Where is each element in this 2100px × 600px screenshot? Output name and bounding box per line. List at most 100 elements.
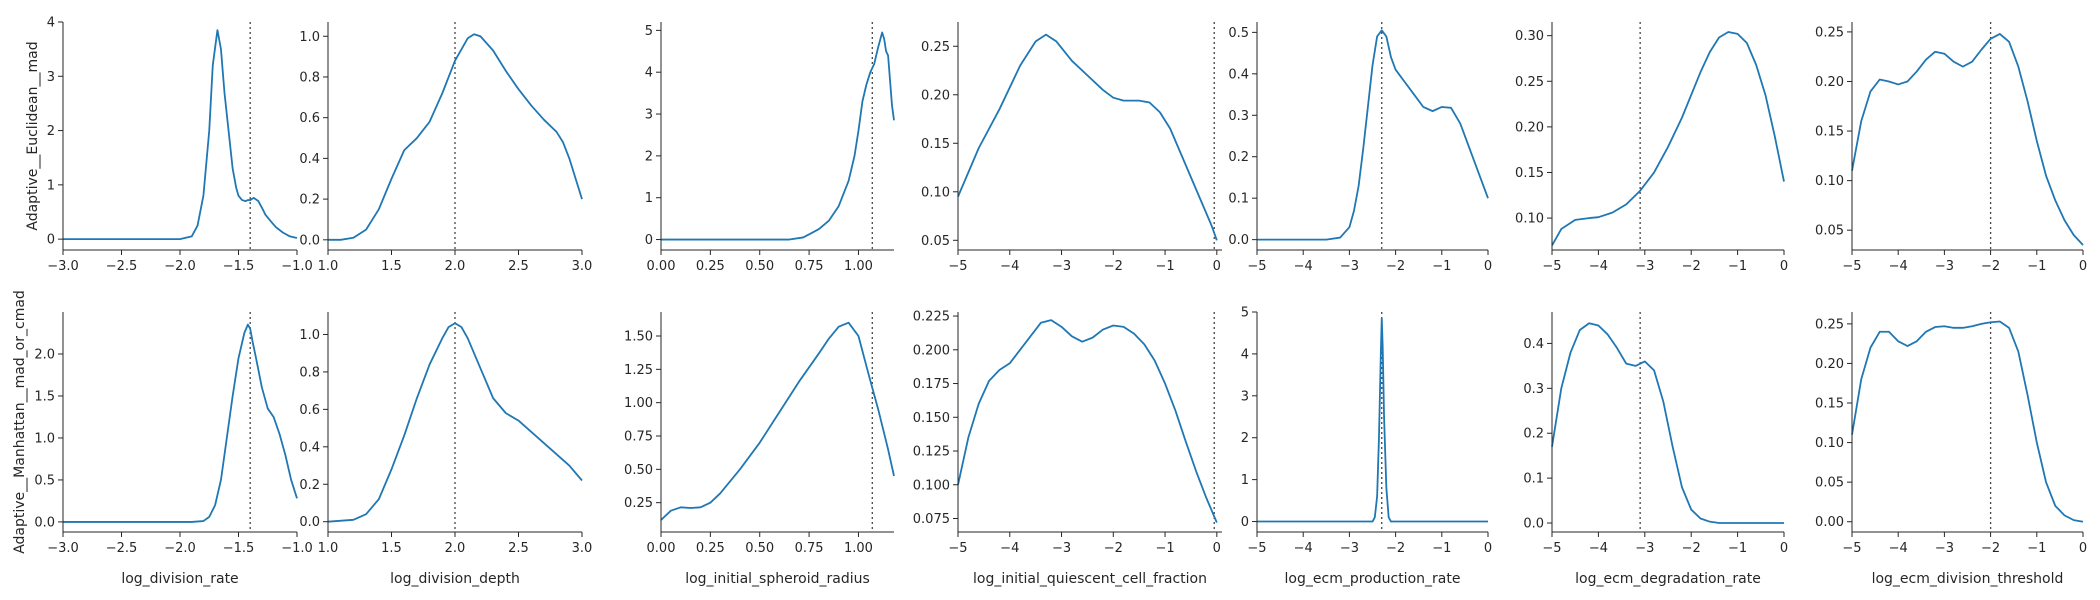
x-tick-label: −2 <box>1104 541 1123 556</box>
y-tick-label: 0.1 <box>1523 472 1544 487</box>
density-line <box>328 33 583 241</box>
x-axis-label: log_ecm_degradation_rate <box>1575 571 1761 587</box>
y-tick-label: 0.5 <box>1228 26 1249 41</box>
y-tick-label: 0.20 <box>1815 357 1844 372</box>
y-tick-label: 0.20 <box>921 88 950 103</box>
x-tick-label: 0 <box>2079 259 2087 274</box>
x-tick-label: 0 <box>2079 541 2087 556</box>
x-axis-label: log_ecm_division_threshold <box>1872 571 2064 587</box>
x-tick-label: 3.0 <box>572 259 593 274</box>
y-tick-label: 0.125 <box>913 445 950 460</box>
y-tick-label: 0.0 <box>299 515 320 530</box>
x-tick-label: 0.00 <box>647 259 676 274</box>
x-tick-label: −4 <box>1000 259 1019 274</box>
y-tick-label: 0.2 <box>299 478 320 493</box>
y-tick-label: 0.50 <box>624 463 653 478</box>
y-tick-label: 0.05 <box>921 234 950 249</box>
y-tick-label: 0.0 <box>1228 233 1249 248</box>
x-tick-label: −4 <box>1294 541 1313 556</box>
x-tick-label: −5 <box>948 541 967 556</box>
x-tick-label: −2 <box>1386 259 1405 274</box>
x-tick-label: −4 <box>1889 259 1908 274</box>
x-tick-label: −2 <box>1386 541 1405 556</box>
y-tick-label: 0.075 <box>913 512 950 527</box>
x-tick-label: −2.5 <box>106 541 138 556</box>
y-tick-label: 3 <box>1241 389 1249 404</box>
y-tick-label: 1.50 <box>624 330 653 345</box>
density-line <box>1257 29 1489 241</box>
y-tick-label: 0.4 <box>1523 337 1544 352</box>
x-tick-label: −2.0 <box>164 259 196 274</box>
y-tick-label: 0.05 <box>1815 476 1844 491</box>
x-tick-label: 1.0 <box>318 541 339 556</box>
x-tick-label: −1.0 <box>281 259 313 274</box>
x-tick-label: −2 <box>1682 541 1701 556</box>
y-tick-label: 0.6 <box>299 111 320 126</box>
y-tick-label: 0.10 <box>1815 436 1844 451</box>
y-tick-label: 0.15 <box>1815 397 1844 412</box>
row-y-axis-label: Adaptive__Euclidean__mad <box>25 41 41 230</box>
x-tick-label: 0.00 <box>647 541 676 556</box>
x-tick-label: −3 <box>1935 259 1954 274</box>
y-tick-label: 0.5 <box>34 473 55 488</box>
y-tick-label: 0 <box>1241 515 1249 530</box>
y-tick-label: 0.20 <box>1515 120 1544 135</box>
y-tick-label: 2 <box>1241 431 1249 446</box>
y-tick-label: 0.0 <box>299 233 320 248</box>
x-axis-label: log_division_rate <box>121 571 238 587</box>
x-tick-label: −4 <box>1294 259 1313 274</box>
y-tick-label: 0 <box>47 233 55 248</box>
y-tick-label: 2.0 <box>34 347 55 362</box>
x-tick-label: −3 <box>1052 541 1071 556</box>
x-tick-label: −3 <box>1052 259 1071 274</box>
x-tick-label: −5 <box>1542 259 1561 274</box>
y-tick-label: 0.3 <box>1228 109 1249 124</box>
x-tick-label: −1.5 <box>223 541 255 556</box>
y-tick-label: 3 <box>47 70 55 85</box>
y-tick-label: 0.25 <box>1815 317 1844 332</box>
x-tick-label: −3 <box>1340 259 1359 274</box>
density-line <box>661 31 895 241</box>
y-tick-label: 0.175 <box>913 377 950 392</box>
y-tick-label: 1 <box>47 178 55 193</box>
x-tick-label: 2.5 <box>508 259 529 274</box>
x-tick-label: 0 <box>1213 259 1221 274</box>
x-tick-label: −1 <box>2027 541 2046 556</box>
y-tick-label: 0.25 <box>921 40 950 55</box>
y-tick-label: 1 <box>645 191 653 206</box>
x-tick-label: −5 <box>1247 259 1266 274</box>
y-tick-label: 1.25 <box>624 363 653 378</box>
x-tick-label: −1 <box>1728 541 1747 556</box>
x-tick-label: −5 <box>1542 541 1561 556</box>
x-tick-label: −1 <box>1432 541 1451 556</box>
density-line <box>1851 33 2084 246</box>
y-tick-label: 1.0 <box>34 431 55 446</box>
x-tick-label: 2.0 <box>445 541 466 556</box>
density-line <box>1257 317 1488 523</box>
y-tick-label: 5 <box>1241 306 1249 321</box>
y-tick-label: 1 <box>1241 473 1249 488</box>
x-tick-label: 0.50 <box>745 259 774 274</box>
x-tick-label: 1.0 <box>318 259 339 274</box>
y-tick-label: 0 <box>645 233 653 248</box>
x-tick-label: −4 <box>1889 541 1908 556</box>
y-tick-label: 0.200 <box>913 343 950 358</box>
y-tick-label: 0.2 <box>299 193 320 208</box>
density-line <box>63 29 298 241</box>
y-tick-label: 0.8 <box>299 70 320 85</box>
y-tick-label: 0.05 <box>1815 224 1844 239</box>
x-tick-label: −5 <box>1247 541 1266 556</box>
y-tick-label: 0.2 <box>1228 150 1249 165</box>
x-axis-label: log_initial_quiescent_cell_fraction <box>973 571 1207 587</box>
x-tick-label: 0.25 <box>696 259 725 274</box>
x-tick-label: 2.5 <box>508 541 529 556</box>
x-tick-label: −1 <box>1728 259 1747 274</box>
y-tick-label: 0.225 <box>913 310 950 325</box>
density-line <box>660 321 895 521</box>
y-tick-label: 1.5 <box>34 389 55 404</box>
y-tick-label: 0.4 <box>299 440 320 455</box>
y-tick-label: 2 <box>47 124 55 139</box>
x-tick-label: −2 <box>1104 259 1123 274</box>
y-tick-label: 5 <box>645 24 653 39</box>
